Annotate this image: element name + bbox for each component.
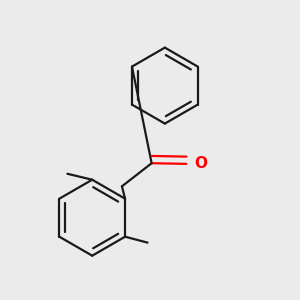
Text: O: O — [195, 156, 208, 171]
